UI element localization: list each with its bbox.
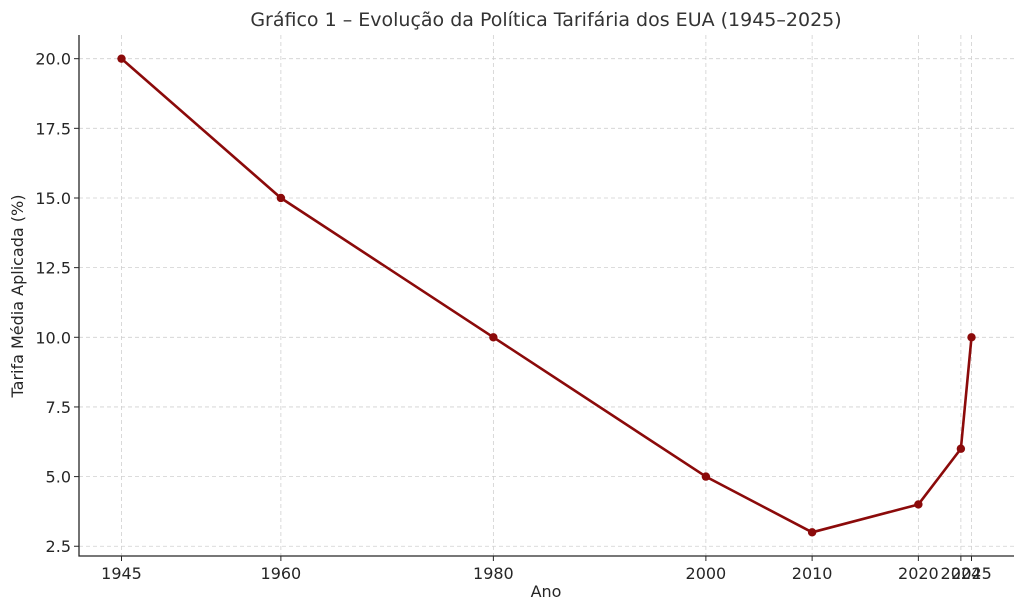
y-tick-label: 2.5 bbox=[46, 537, 71, 556]
x-tick-label: 1945 bbox=[101, 564, 142, 583]
x-tick-label: 1960 bbox=[261, 564, 302, 583]
y-tick-label: 7.5 bbox=[46, 398, 71, 417]
chart-title: Gráfico 1 – Evolução da Política Tarifár… bbox=[250, 9, 841, 31]
y-tick-label: 20.0 bbox=[35, 50, 71, 69]
data-point-2000 bbox=[701, 472, 711, 481]
y-axis-ticks: 2.5 5.0 7.5 10.0 12.5 15.0 17.5 20.0 bbox=[35, 50, 79, 556]
data-point-2024 bbox=[956, 444, 966, 453]
y-tick-label: 12.5 bbox=[35, 259, 71, 278]
data-point-2010 bbox=[807, 528, 817, 537]
x-tick-label: 2010 bbox=[792, 564, 833, 583]
gridlines bbox=[79, 35, 1014, 556]
x-tick-label: 2025 bbox=[951, 564, 992, 583]
x-axis-label: Ano bbox=[531, 582, 562, 601]
series-line bbox=[120, 57, 973, 534]
data-point-2020 bbox=[914, 500, 923, 509]
y-tick-label: 17.5 bbox=[35, 119, 71, 138]
data-point-1945 bbox=[117, 54, 126, 63]
data-point-1960 bbox=[276, 193, 286, 203]
x-tick-label: 1980 bbox=[473, 564, 514, 583]
y-axis-label: Tarifa Média Aplicada (%) bbox=[8, 195, 27, 399]
x-tick-label: 2024 bbox=[941, 564, 982, 583]
x-tick-label: 2020 bbox=[898, 564, 939, 583]
y-tick-label: 5.0 bbox=[46, 468, 71, 487]
y-tick-label: 10.0 bbox=[35, 328, 71, 347]
axis-spines bbox=[78, 35, 1014, 557]
data-point-1980 bbox=[489, 333, 498, 342]
x-tick-label: 2000 bbox=[686, 564, 727, 583]
axes-frame bbox=[78, 35, 1014, 557]
y-tick-label: 15.0 bbox=[35, 189, 71, 208]
data-point-2025 bbox=[967, 333, 976, 342]
series-layer bbox=[117, 54, 976, 537]
